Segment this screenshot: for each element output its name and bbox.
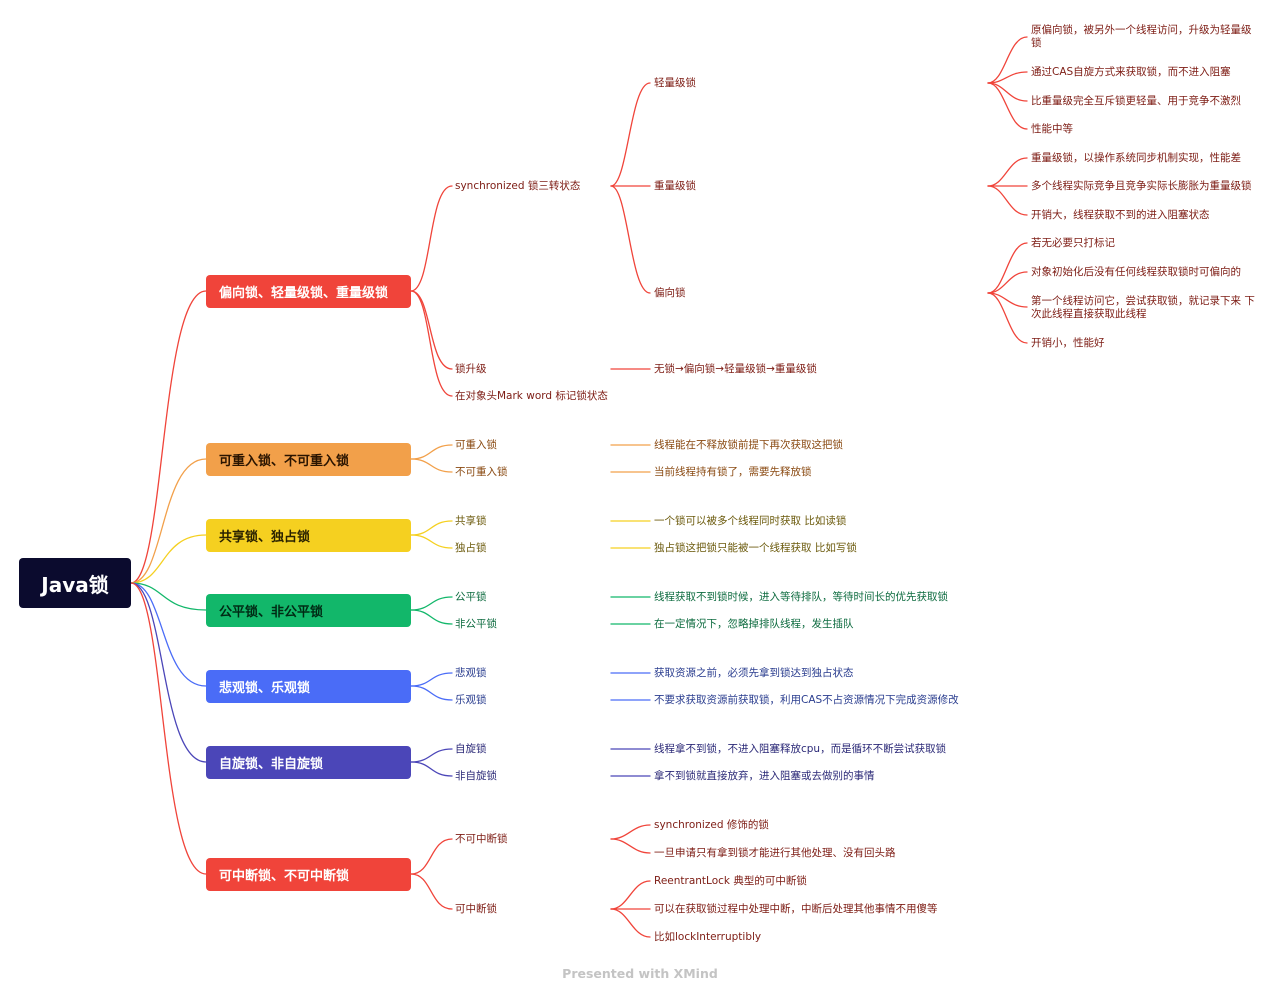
- detail-pessimistic[interactable]: 获取资源之前，必须先拿到锁达到独占状态: [654, 667, 854, 679]
- detail-optimistic[interactable]: 不要求获取资源前获取锁，利用CAS不占资源情况下完成资源修改: [654, 694, 959, 706]
- detail-fair[interactable]: 线程获取不到锁时候，进入等待排队，等待时间长的优先获取锁: [654, 591, 948, 603]
- detail-lock-upgrade-path[interactable]: 无锁→偏向锁→轻量级锁→重量级锁: [654, 363, 817, 375]
- detail-unfair[interactable]: 在一定情况下，忽略掉排队线程，发生插队: [654, 618, 854, 630]
- detail-non-interruptible-1[interactable]: synchronized 修饰的锁: [654, 819, 769, 831]
- branch-shared-exclusive-lock[interactable]: 共享锁、独占锁: [206, 519, 411, 552]
- topic-non-reentrant[interactable]: 不可重入锁: [455, 466, 508, 478]
- topic-synchronized-states[interactable]: synchronized 锁三转状态: [455, 180, 581, 192]
- branch-5-connectors: [410, 672, 651, 701]
- branch-3-connectors: [410, 520, 651, 549]
- detail-heavyweight-3[interactable]: 开销大，线程获取不到的进入阻塞状态: [1031, 209, 1210, 221]
- topic-exclusive[interactable]: 独占锁: [455, 542, 487, 554]
- topic-non-spin[interactable]: 非自旋锁: [455, 770, 497, 782]
- detail-spin[interactable]: 线程拿不到锁，不进入阻塞释放cpu，而是循环不断尝试获取锁: [654, 743, 947, 755]
- detail-biased-4[interactable]: 开销小，性能好: [1031, 337, 1105, 349]
- topic-fair[interactable]: 公平锁: [455, 591, 487, 603]
- topic-reentrant[interactable]: 可重入锁: [455, 439, 497, 451]
- topic-pessimistic[interactable]: 悲观锁: [455, 667, 487, 679]
- detail-interruptible-2[interactable]: 可以在获取锁过程中处理中断，中断后处理其他事情不用傻等: [654, 903, 938, 915]
- detail-heavyweight-2[interactable]: 多个线程实际竞争且竞争实际长膨胀为重量级锁: [1031, 180, 1252, 192]
- topic-biased-lock[interactable]: 偏向锁: [654, 287, 686, 299]
- detail-lightweight-1[interactable]: 原偏向锁，被另外一个线程访问，升级为轻量级锁: [1031, 24, 1252, 49]
- detail-lightweight-3[interactable]: 比重量级完全互斥锁更轻量、用于竞争不激烈: [1031, 95, 1241, 107]
- detail-biased-1[interactable]: 若无必要只打标记: [1031, 237, 1115, 249]
- branch-pessimistic-optimistic-lock[interactable]: 悲观锁、乐观锁: [206, 670, 411, 703]
- topic-optimistic[interactable]: 乐观锁: [455, 694, 487, 706]
- detail-non-interruptible-2[interactable]: 一旦申请只有拿到锁才能进行其他处理、没有回头路: [654, 847, 896, 859]
- topic-shared[interactable]: 共享锁: [455, 515, 487, 527]
- topic-interruptible[interactable]: 可中断锁: [455, 903, 497, 915]
- branch-interruptible-lock[interactable]: 可中断锁、不可中断锁: [206, 858, 411, 891]
- branch-spin-lock[interactable]: 自旋锁、非自旋锁: [206, 746, 411, 779]
- detail-non-reentrant[interactable]: 当前线程持有锁了，需要先释放锁: [654, 466, 812, 478]
- detail-non-spin[interactable]: 拿不到锁就直接放弃，进入阻塞或去做别的事情: [654, 770, 875, 782]
- detail-exclusive[interactable]: 独占锁这把锁只能被一个线程获取 比如写锁: [654, 542, 857, 554]
- detail-shared[interactable]: 一个锁可以被多个线程同时获取 比如读锁: [654, 515, 847, 527]
- detail-interruptible-3[interactable]: 比如lockInterruptibly: [654, 931, 762, 943]
- branch-4-connectors: [410, 596, 651, 625]
- detail-heavyweight-1[interactable]: 重量级锁，以操作系统同步机制实现，性能差: [1031, 152, 1241, 164]
- detail-lightweight-2[interactable]: 通过CAS自旋方式来获取锁，而不进入阻塞: [1031, 66, 1231, 78]
- detail-interruptible-1[interactable]: ReentrantLock 典型的可中断锁: [654, 875, 807, 887]
- branch-1-connectors: [410, 36, 1028, 397]
- topic-unfair[interactable]: 非公平锁: [455, 618, 497, 630]
- topic-lightweight-lock[interactable]: 轻量级锁: [654, 77, 696, 89]
- topic-spin[interactable]: 自旋锁: [455, 743, 487, 755]
- topic-non-interruptible[interactable]: 不可中断锁: [455, 833, 508, 845]
- branch-6-connectors: [410, 748, 651, 777]
- branch-7-connectors: [410, 824, 651, 938]
- detail-biased-3[interactable]: 第一个线程访问它，尝试获取锁，就记录下来 下次此线程直接获取此线程: [1031, 295, 1255, 320]
- branch-reentrant-lock[interactable]: 可重入锁、不可重入锁: [206, 443, 411, 476]
- root-connectors: [130, 290, 207, 875]
- topic-lock-upgrade[interactable]: 锁升级: [455, 363, 487, 375]
- topic-heavyweight-lock[interactable]: 重量级锁: [654, 180, 696, 192]
- branch-fair-lock[interactable]: 公平锁、非公平锁: [206, 594, 411, 627]
- detail-reentrant[interactable]: 线程能在不释放锁前提下再次获取这把锁: [654, 439, 843, 451]
- root-node[interactable]: Java锁: [19, 558, 131, 608]
- detail-lightweight-4[interactable]: 性能中等: [1031, 123, 1073, 135]
- branch-biased-lightweight-heavyweight-lock[interactable]: 偏向锁、轻量级锁、重量级锁: [206, 275, 411, 308]
- xmind-watermark: Presented with XMind: [562, 966, 718, 981]
- branch-2-connectors: [410, 444, 651, 473]
- detail-biased-2[interactable]: 对象初始化后没有任何线程获取锁时可偏向的: [1031, 266, 1241, 278]
- topic-mark-word[interactable]: 在对象头Mark word 标记锁状态: [455, 390, 608, 402]
